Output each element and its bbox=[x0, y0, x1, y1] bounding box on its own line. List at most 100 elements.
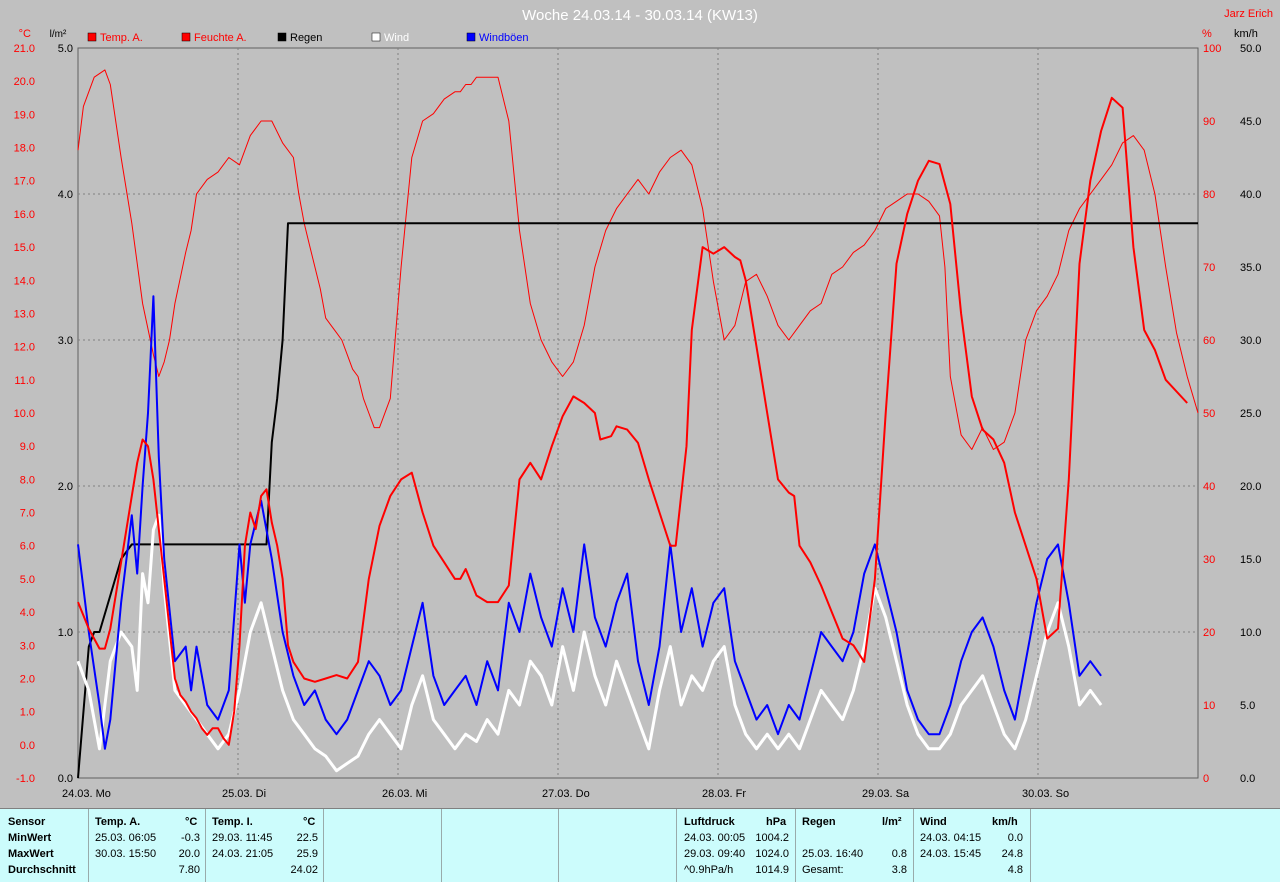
wind-tick-label: 50.0 bbox=[1240, 43, 1261, 55]
temp-tick-label: 6.0 bbox=[20, 541, 35, 553]
humidity-tick-label: 20 bbox=[1203, 627, 1215, 639]
humidity-unit-label: % bbox=[1202, 28, 1212, 40]
stats-temp-a-avg-value: 7.80 bbox=[178, 864, 200, 876]
wind-tick-label: 35.0 bbox=[1240, 262, 1261, 274]
temp-tick-label: 0.0 bbox=[20, 740, 35, 752]
legend-swatch-3 bbox=[371, 32, 381, 42]
x-tick-label: 24.03. Mo bbox=[62, 788, 111, 800]
legend-swatch-4 bbox=[466, 32, 476, 42]
stats-luftdruck-max-time: 29.03. 09:40 bbox=[684, 848, 746, 860]
temp-tick-label: 19.0 bbox=[14, 109, 35, 121]
wind-tick-label: 20.0 bbox=[1240, 481, 1261, 493]
stats-regen-total-label: Gesamt: bbox=[802, 864, 844, 876]
series-line-temp-a- bbox=[77, 96, 1188, 746]
temp-tick-label: 12.0 bbox=[14, 342, 35, 354]
stats-wind-unit: km/h bbox=[992, 816, 1018, 828]
temp-tick-label: 9.0 bbox=[20, 441, 35, 453]
stats-temp-a-unit: °C bbox=[185, 816, 198, 828]
legend-swatch-2 bbox=[277, 32, 287, 42]
humidity-tick-label: 10 bbox=[1203, 700, 1215, 712]
stats-wind-min-time: 24.03. 04:15 bbox=[920, 832, 982, 844]
rain-tick-label: 0.0 bbox=[58, 773, 73, 785]
temp-tick-label: -1.0 bbox=[16, 773, 35, 785]
stats-sensor-title: Sensor bbox=[8, 816, 46, 828]
stats-luftdruck-avg-value: 1014.9 bbox=[755, 864, 789, 876]
stats-luftdruck-title: Luftdruck bbox=[684, 816, 735, 828]
stats-wind-title: Wind bbox=[920, 816, 947, 828]
stats-temp-a-title: Temp. A. bbox=[95, 816, 141, 828]
humidity-tick-label: 0 bbox=[1203, 773, 1209, 785]
legend-label-0: Temp. A. bbox=[100, 32, 143, 44]
temp-tick-label: 4.0 bbox=[20, 607, 35, 619]
wind-tick-label: 30.0 bbox=[1240, 335, 1261, 347]
temp-tick-label: 8.0 bbox=[20, 474, 35, 486]
statistics-panel: Sensor MinWert MaxWert Durchschnitt Temp… bbox=[0, 808, 1280, 882]
stats-wind-max-value: 24.8 bbox=[1001, 848, 1023, 860]
rain-unit-label: l/m² bbox=[50, 29, 67, 40]
weather-chart: Woche 24.03.14 - 30.03.14 (KW13) Jarz Eri… bbox=[14, 7, 1273, 800]
temp-tick-label: 15.0 bbox=[14, 242, 35, 254]
stats-row-min: MinWert bbox=[8, 832, 52, 844]
stats-temp-a-max-value: 20.0 bbox=[178, 848, 200, 860]
temp-tick-label: 11.0 bbox=[14, 375, 35, 387]
stats-regen-title: Regen bbox=[802, 816, 836, 828]
legend-swatch-1 bbox=[181, 32, 191, 42]
temp-tick-label: 1.0 bbox=[20, 707, 35, 719]
stats-temp-i-avg-value: 24.02 bbox=[290, 864, 318, 876]
wind-tick-label: 0.0 bbox=[1240, 773, 1255, 785]
temp-tick-label: 17.0 bbox=[14, 176, 35, 188]
stats-temp-i-title: Temp. I. bbox=[212, 816, 253, 828]
rain-tick-label: 4.0 bbox=[58, 189, 73, 201]
x-tick-label: 30.03. So bbox=[1022, 788, 1069, 800]
temp-tick-label: 10.0 bbox=[14, 408, 35, 420]
x-tick-label: 28.03. Fr bbox=[702, 788, 746, 800]
temp-tick-label: 3.0 bbox=[20, 640, 35, 652]
stats-regen-unit: l/m² bbox=[882, 816, 902, 828]
stats-temp-a-min-time: 25.03. 06:05 bbox=[95, 832, 157, 844]
author-label: Jarz Erich bbox=[1224, 8, 1273, 20]
humidity-tick-label: 100 bbox=[1203, 43, 1221, 55]
series-line-wind bbox=[76, 513, 1103, 773]
wind-tick-label: 5.0 bbox=[1240, 700, 1255, 712]
humidity-tick-label: 30 bbox=[1203, 554, 1215, 566]
temp-tick-label: 5.0 bbox=[20, 574, 35, 586]
series-line-regen bbox=[77, 222, 1198, 779]
temp-tick-label: 13.0 bbox=[14, 308, 35, 320]
stats-luftdruck-min-value: 1004.2 bbox=[755, 832, 789, 844]
stats-luftdruck-min-time: 24.03. 00:05 bbox=[684, 832, 746, 844]
humidity-tick-label: 50 bbox=[1203, 408, 1215, 420]
stats-row-max: MaxWert bbox=[8, 848, 54, 860]
humidity-tick-label: 90 bbox=[1203, 116, 1215, 128]
plot-frame bbox=[77, 47, 1199, 779]
humidity-tick-label: 60 bbox=[1203, 335, 1215, 347]
temp-unit-label: °C bbox=[19, 28, 31, 40]
legend-label-3: Wind bbox=[384, 32, 409, 44]
temp-tick-label: 14.0 bbox=[14, 275, 35, 287]
temp-tick-label: 2.0 bbox=[20, 673, 35, 685]
stats-luftdruck-unit: hPa bbox=[766, 816, 787, 828]
legend-label-2: Regen bbox=[290, 32, 322, 44]
wind-tick-label: 45.0 bbox=[1240, 116, 1261, 128]
stats-temp-i-min-value: 22.5 bbox=[296, 832, 318, 844]
temp-tick-label: 21.0 bbox=[14, 43, 35, 55]
legend-swatch-0 bbox=[87, 32, 97, 42]
stats-regen-max-value: 0.8 bbox=[891, 848, 907, 860]
temp-tick-label: 7.0 bbox=[20, 508, 35, 520]
rain-tick-label: 3.0 bbox=[58, 335, 73, 347]
humidity-tick-label: 40 bbox=[1203, 481, 1215, 493]
legend-label-1: Feuchte A. bbox=[194, 32, 247, 44]
x-tick-label: 26.03. Mi bbox=[382, 788, 427, 800]
wind-unit-label: km/h bbox=[1234, 28, 1258, 40]
temp-tick-label: 20.0 bbox=[14, 76, 35, 88]
stats-luftdruck-trend: ^0.9hPa/h bbox=[684, 864, 734, 876]
series-line-windb-en bbox=[77, 295, 1102, 750]
stats-wind-min-value: 0.0 bbox=[1007, 832, 1023, 844]
stats-regen-total-value: 3.8 bbox=[891, 864, 907, 876]
stats-wind-avg-value: 4.8 bbox=[1007, 864, 1023, 876]
stats-temp-i-max-time: 24.03. 21:05 bbox=[212, 848, 274, 860]
stats-luftdruck-max-value: 1024.0 bbox=[755, 848, 789, 860]
x-tick-label: 29.03. Sa bbox=[862, 788, 910, 800]
stats-temp-a-min-value: -0.3 bbox=[181, 832, 200, 844]
stats-temp-a-max-time: 30.03. 15:50 bbox=[95, 848, 157, 860]
series-line-feuchte-a- bbox=[77, 69, 1199, 450]
